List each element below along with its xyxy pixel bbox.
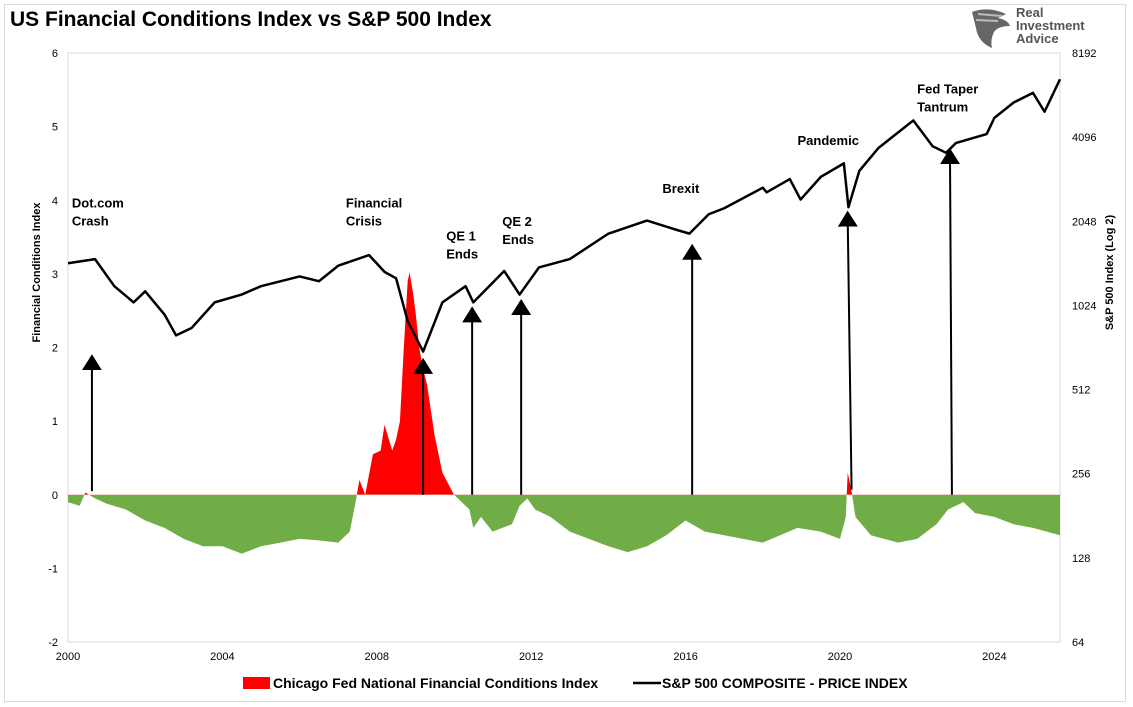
y-right-tick-label: 256 [1072,469,1090,481]
y-right-tick-label: 64 [1072,637,1084,649]
y-left-tick-label: 0 [52,490,58,502]
y-right-axis-label: S&P 500 Index (Log 2) [1104,214,1116,330]
x-tick-label: 2016 [673,651,697,663]
y-left-tick-label: 2 [52,343,58,355]
x-tick-label: 2020 [828,651,852,663]
y-right-tick-label: 4096 [1072,132,1096,144]
x-tick-label: 2008 [365,651,389,663]
legend-label-spx: S&P 500 COMPOSITE - PRICE INDEX [662,675,908,691]
legend-swatch-nfci [243,677,270,689]
annotation-arrow [940,148,961,495]
y-left-tick-label: 4 [52,195,58,207]
nfci-negative-area [68,494,1060,554]
legend-label-nfci: Chicago Fed National Financial Condition… [273,675,598,691]
y-left-tick-label: 3 [52,269,58,281]
annotation-label: Brexit [662,181,700,196]
annotation-label: Fed Taper [917,81,978,96]
plot-area [67,52,1061,643]
annotation-label: Pandemic [798,133,859,148]
y-left-tick-label: -1 [48,563,58,575]
chart-title: US Financial Conditions Index vs S&P 500… [10,8,492,31]
y-left-axis-label: Financial Conditions Index [31,202,43,343]
y-left-tick-label: 5 [52,122,58,134]
annotation-label: Crash [72,214,109,229]
annotation-label: QE 2 [502,214,532,229]
x-tick-label: 2004 [210,651,234,663]
y-left-tick-label: 1 [52,416,58,428]
annotation-label: Financial [346,196,402,211]
y-right-tick-label: 2048 [1072,216,1096,228]
annotation-label: Ends [502,232,534,247]
annotation-arrow [837,210,858,490]
chart-frame [4,4,1126,702]
y-left-tick-label: -2 [48,637,58,649]
y-right-tick-label: 128 [1072,553,1090,565]
annotation-label: Tantrum [917,99,968,114]
y-right-tick-label: 512 [1072,385,1090,397]
annotation-label: QE 1 [446,229,476,244]
y-left-tick-label: 6 [52,48,58,60]
x-tick-label: 2012 [519,651,543,663]
x-tick-label: 2000 [56,651,80,663]
y-right-tick-label: 1024 [1072,300,1096,312]
logo-text: Real Investment Advice [1016,5,1085,46]
spx-line [67,78,1062,353]
annotation-label: Dot.com [72,196,124,211]
annotation-label: Ends [446,247,478,262]
y-right-tick-label: 8192 [1072,48,1096,60]
annotation-label: Crisis [346,214,382,229]
logo: Real Investment Advice [968,6,1128,48]
x-tick-label: 2024 [982,651,1006,663]
eagle-logo-icon [972,9,1010,48]
